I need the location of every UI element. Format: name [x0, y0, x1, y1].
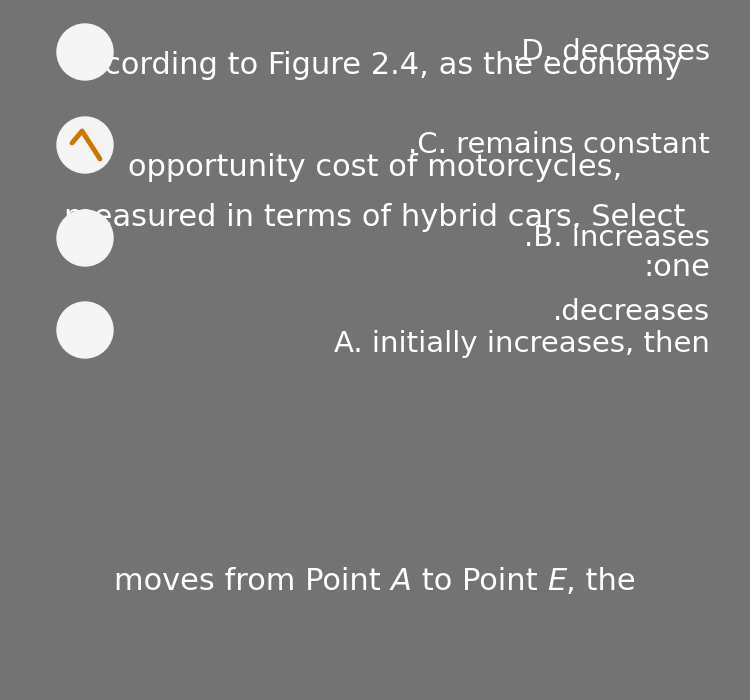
Text: According to Figure 2.4, as the economy: According to Figure 2.4, as the economy [68, 50, 682, 80]
Text: A. initially increases, then: A. initially increases, then [334, 330, 710, 358]
Text: A: A [391, 568, 412, 596]
Text: .B. increases: .B. increases [524, 224, 710, 252]
Text: to Point: to Point [412, 568, 547, 596]
Text: moves from Point: moves from Point [114, 568, 391, 596]
Circle shape [57, 302, 113, 358]
Text: .decreases: .decreases [553, 298, 710, 326]
Circle shape [57, 210, 113, 266]
Text: measured in terms of hybrid cars, Select: measured in terms of hybrid cars, Select [64, 204, 686, 232]
Text: .D. decreases: .D. decreases [512, 38, 710, 66]
Text: opportunity cost of motorcycles,: opportunity cost of motorcycles, [128, 153, 622, 183]
Text: .C. remains constant: .C. remains constant [408, 131, 710, 159]
Circle shape [57, 24, 113, 80]
Text: :one: :one [643, 253, 710, 283]
Text: E: E [547, 568, 566, 596]
Circle shape [57, 117, 113, 173]
Text: , the: , the [566, 568, 636, 596]
